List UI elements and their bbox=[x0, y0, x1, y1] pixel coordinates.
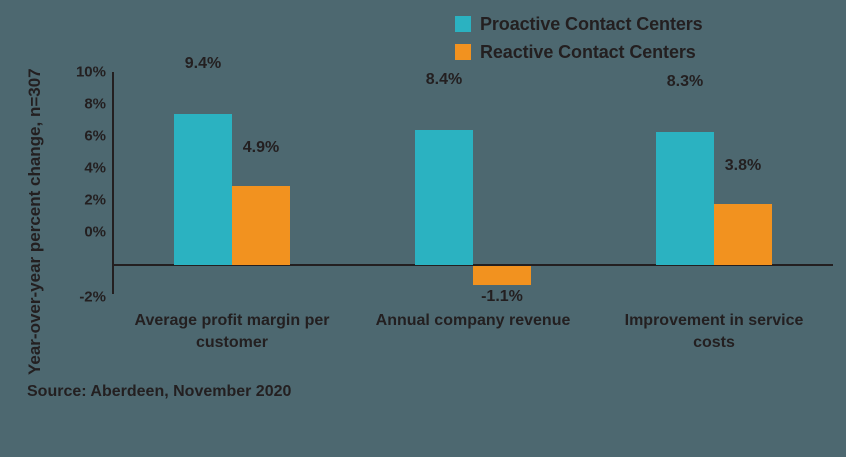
zero-baseline-axis bbox=[112, 264, 833, 266]
bar-value-label-proactive-2: 8.4% bbox=[425, 71, 463, 88]
category-label-annual-revenue: Annual company revenue bbox=[353, 310, 593, 332]
category-label-line-2: costs bbox=[693, 334, 735, 351]
legend-label-proactive: Proactive Contact Centers bbox=[480, 13, 703, 34]
category-label-line-1: Improvement in service bbox=[624, 312, 804, 329]
legend-label-reactive: Reactive Contact Centers bbox=[480, 41, 696, 62]
bar-reactive-service-costs[interactable] bbox=[714, 204, 772, 265]
legend-item-reactive[interactable]: Reactive Contact Centers bbox=[455, 38, 845, 66]
y-axis-line bbox=[112, 72, 114, 294]
legend-item-proactive[interactable]: Proactive Contact Centers bbox=[455, 10, 845, 38]
y-tick-10: 10% bbox=[75, 63, 106, 81]
legend-swatch-icon-reactive bbox=[455, 44, 471, 60]
y-axis-title: Year-over-year percent change, n=307 bbox=[25, 68, 44, 375]
bar-proactive-avg-profit-margin[interactable] bbox=[174, 114, 232, 265]
category-label-service-costs: Improvement in service costs bbox=[594, 310, 834, 354]
y-tick-6: 6% bbox=[84, 127, 106, 145]
bar-proactive-annual-revenue[interactable] bbox=[415, 130, 473, 265]
bar-value-label-proactive-3: 8.3% bbox=[666, 73, 704, 90]
y-tick-neg2: -2% bbox=[79, 288, 106, 306]
chart-legend: Proactive Contact Centers Reactive Conta… bbox=[455, 10, 845, 66]
y-tick-2: 2% bbox=[84, 191, 106, 209]
y-tick-8: 8% bbox=[84, 95, 106, 113]
category-label-line-1: Annual company revenue bbox=[375, 312, 571, 329]
legend-swatch-icon-proactive bbox=[455, 16, 471, 32]
bar-reactive-avg-profit-margin[interactable] bbox=[232, 186, 290, 265]
bar-reactive-annual-revenue[interactable] bbox=[473, 266, 531, 285]
bar-value-label-proactive-1: 9.4% bbox=[184, 55, 222, 72]
bar-proactive-service-costs[interactable] bbox=[656, 132, 714, 265]
y-axis-ticks: 10% 8% 6% 4% 2% 0% -2% bbox=[48, 0, 106, 457]
y-tick-4: 4% bbox=[84, 159, 106, 177]
category-label-line-2: customer bbox=[195, 334, 269, 351]
source-note: Source: Aberdeen, November 2020 bbox=[27, 383, 292, 400]
bar-value-label-reactive-2: -1.1% bbox=[481, 288, 523, 305]
category-label-avg-profit-margin: Average profit margin per customer bbox=[102, 310, 362, 354]
bar-value-label-reactive-3: 3.8% bbox=[724, 157, 762, 174]
y-tick-0: 0% bbox=[84, 223, 106, 241]
category-label-line-1: Average profit margin per bbox=[134, 312, 330, 329]
bar-value-label-reactive-1: 4.9% bbox=[242, 139, 280, 156]
